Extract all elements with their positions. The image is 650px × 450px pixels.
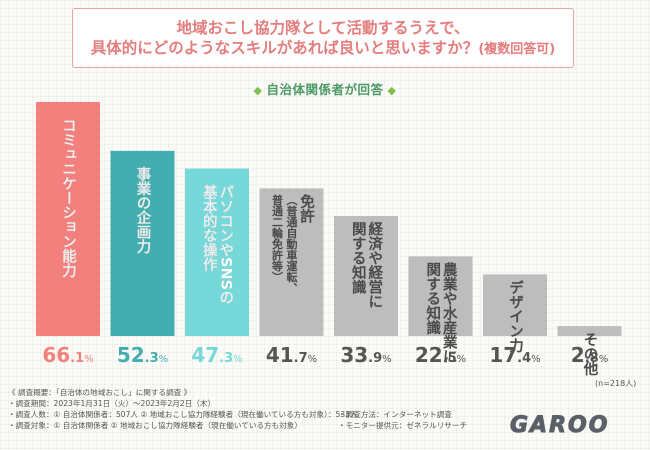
value-label-5: 33.9%: [340, 343, 391, 367]
value-int: 52: [117, 343, 145, 367]
category-label-1: コミュニケーション能力: [60, 118, 77, 279]
question-line-1: 地域おこし協力隊として活動するうえで、: [176, 19, 470, 37]
category-label-2: 事業の企画力: [134, 165, 152, 256]
survey-heading: 《 調査概要：「自治体の地域おこし」に関する調査 》: [8, 388, 192, 397]
bar-7: [483, 274, 547, 336]
category-label-line: 関する知識: [424, 262, 440, 336]
category-label-4: 免許（普通自動車運転、普通二輪免許等）: [271, 193, 315, 293]
category-label-line: 関する知識: [350, 222, 366, 296]
value-unit: %: [599, 354, 609, 365]
category-label-line: 農業や水産業に: [441, 261, 458, 364]
value-int: 47: [191, 343, 219, 367]
survey-method: ・調査方法：インターネット調査: [338, 410, 452, 419]
value-int: 22: [415, 343, 443, 367]
value-unit: %: [84, 354, 94, 365]
bar-3: [185, 168, 249, 336]
survey-summary-right: ・調査方法：インターネット調査 ・モニター提供元：ゼネラルリサーチ: [338, 409, 467, 431]
category-label-line: 事業の企画力: [135, 166, 152, 256]
value-decimal: .1: [70, 351, 84, 366]
survey-provider: ・モニター提供元：ゼネラルリサーチ: [338, 421, 468, 430]
value-decimal: .9: [368, 351, 382, 366]
value-label-2: 52.3%: [117, 343, 168, 367]
value-unit: %: [531, 354, 541, 365]
value-label-7: 17.4%: [489, 343, 540, 367]
question-note: (複数回答可): [478, 42, 556, 57]
category-label-line: デザイン力: [507, 279, 523, 354]
diamond-icon: ◆: [387, 84, 397, 97]
survey-targets: ・調査対象：① 自治体関係者 ② 地域おこし協力隊経験者（現在働いている方も対象…: [8, 421, 302, 430]
value-label-1: 66.1%: [42, 343, 93, 367]
category-label-line: 基本的な操作: [201, 183, 218, 273]
value-decimal: .5: [443, 351, 457, 366]
value-int: 33: [340, 343, 368, 367]
bar-8: [557, 326, 622, 336]
question-line-2: 具体的にどのようなスキルがあれば良いと思いますか？(複数回答可): [73, 38, 573, 60]
value-label-3: 47.3%: [191, 343, 242, 367]
survey-summary: 《 調査概要：「自治体の地域おこし」に関する調査 》 ・調査期間：2023年1月…: [8, 387, 358, 431]
question-text: 具体的にどのようなスキルがあれば良いと思いますか？: [90, 39, 479, 57]
value-unit: %: [233, 354, 243, 365]
category-label-line: （普通自動車運転、: [285, 194, 299, 293]
value-decimal: .8: [585, 351, 599, 366]
value-decimal: .3: [219, 351, 233, 366]
bar-6: [408, 256, 473, 336]
value-label-8: 2.8%: [571, 343, 608, 367]
category-label-line: パソコンやSNSの: [217, 184, 233, 304]
value-unit: %: [308, 354, 318, 365]
bar-1: [36, 102, 100, 336]
value-int: 2: [571, 343, 585, 367]
bar-5: [334, 215, 398, 336]
category-label-line: 普通二輪免許等）: [271, 193, 285, 282]
survey-respondents: ・調査人数：① 自治体関係者：507人 ② 地域おこし協力隊経験者（現在働いてい…: [8, 410, 358, 419]
value-unit: %: [382, 354, 392, 365]
survey-period: ・調査期間：2023年1月31日（火）〜2023年2月2日（木）: [8, 399, 216, 408]
value-label-4: 41.7%: [266, 343, 317, 367]
category-label-line: 経済や経営に: [366, 221, 382, 310]
value-unit: %: [457, 354, 467, 365]
value-int: 41: [266, 343, 294, 367]
bar-4: [259, 188, 324, 336]
value-decimal: .4: [517, 351, 531, 366]
category-label-line: その他: [582, 332, 599, 377]
value-int: 66: [42, 343, 70, 367]
subtitle-text: 自治体関係者が回答: [266, 82, 384, 97]
value-unit: %: [159, 354, 169, 365]
value-decimal: .3: [145, 351, 159, 366]
garoo-logo: GAROO: [510, 413, 609, 438]
category-label-line: コミュニケーション能力: [60, 118, 76, 279]
question-box: 地域おこし協力隊として活動するうえで、 具体的にどのようなスキルがあれば良いと思…: [72, 8, 574, 68]
subtitle: ◆ 自治体関係者が回答 ◆: [0, 79, 650, 98]
diamond-icon: ◆: [253, 84, 263, 97]
category-label-line: 免許: [298, 193, 314, 225]
category-label-7: デザイン力: [507, 279, 523, 354]
sample-size-note: (n=218人): [595, 379, 637, 388]
value-label-6: 22.5%: [415, 343, 466, 367]
logo-text: GAROO: [510, 413, 609, 437]
value-decimal: .7: [294, 351, 308, 366]
bar-2: [110, 150, 175, 336]
category-label-8: その他: [582, 332, 599, 377]
value-int: 17: [489, 343, 517, 367]
